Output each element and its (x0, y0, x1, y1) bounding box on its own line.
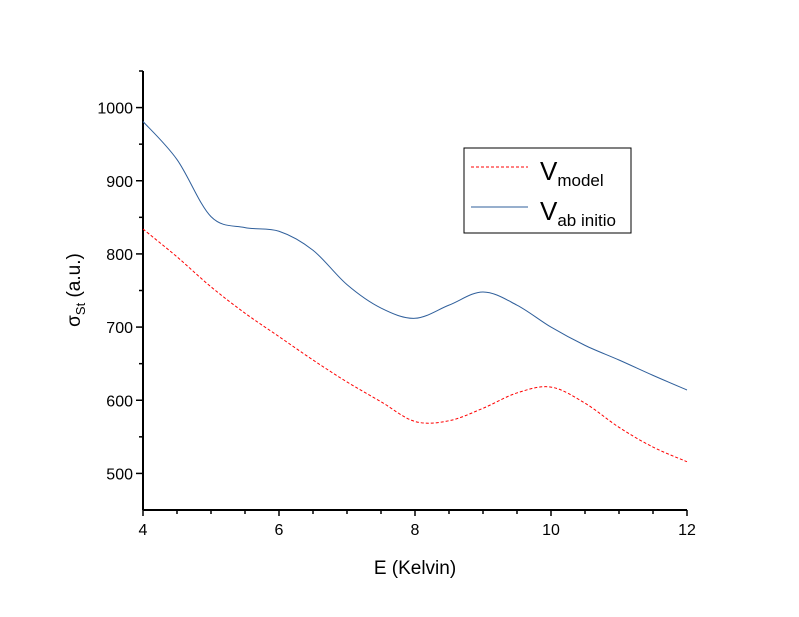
x-tick-label: 12 (678, 522, 696, 539)
legend-label-ab-initio: Vab initio (540, 196, 616, 230)
legend: Vmodel Vab initio (463, 147, 632, 234)
y-tick-label: 800 (106, 247, 133, 264)
series-line-ab-initio (142, 121, 688, 391)
legend-label-model: Vmodel (540, 156, 604, 190)
series-line-model (142, 228, 688, 463)
y-tick-label: 500 (106, 466, 133, 483)
legend-box (463, 147, 632, 234)
y-tick-label: 1000 (97, 101, 133, 118)
series-lines (142, 121, 688, 463)
y-tick-label: 600 (106, 393, 133, 410)
x-tick-label: 8 (411, 522, 420, 539)
x-tick-label: 4 (139, 522, 148, 539)
y-tick-label: 900 (106, 174, 133, 191)
x-tick-label: 10 (542, 522, 560, 539)
x-tick-label: 6 (275, 522, 284, 539)
y-axis-label: σSt (a.u.) (64, 253, 88, 327)
axes: 4 6 8 10 12 500 600 700 800 900 1000 (97, 70, 696, 539)
y-tick-label: 700 (106, 320, 133, 337)
x-axis-label: E (Kelvin) (374, 558, 456, 579)
